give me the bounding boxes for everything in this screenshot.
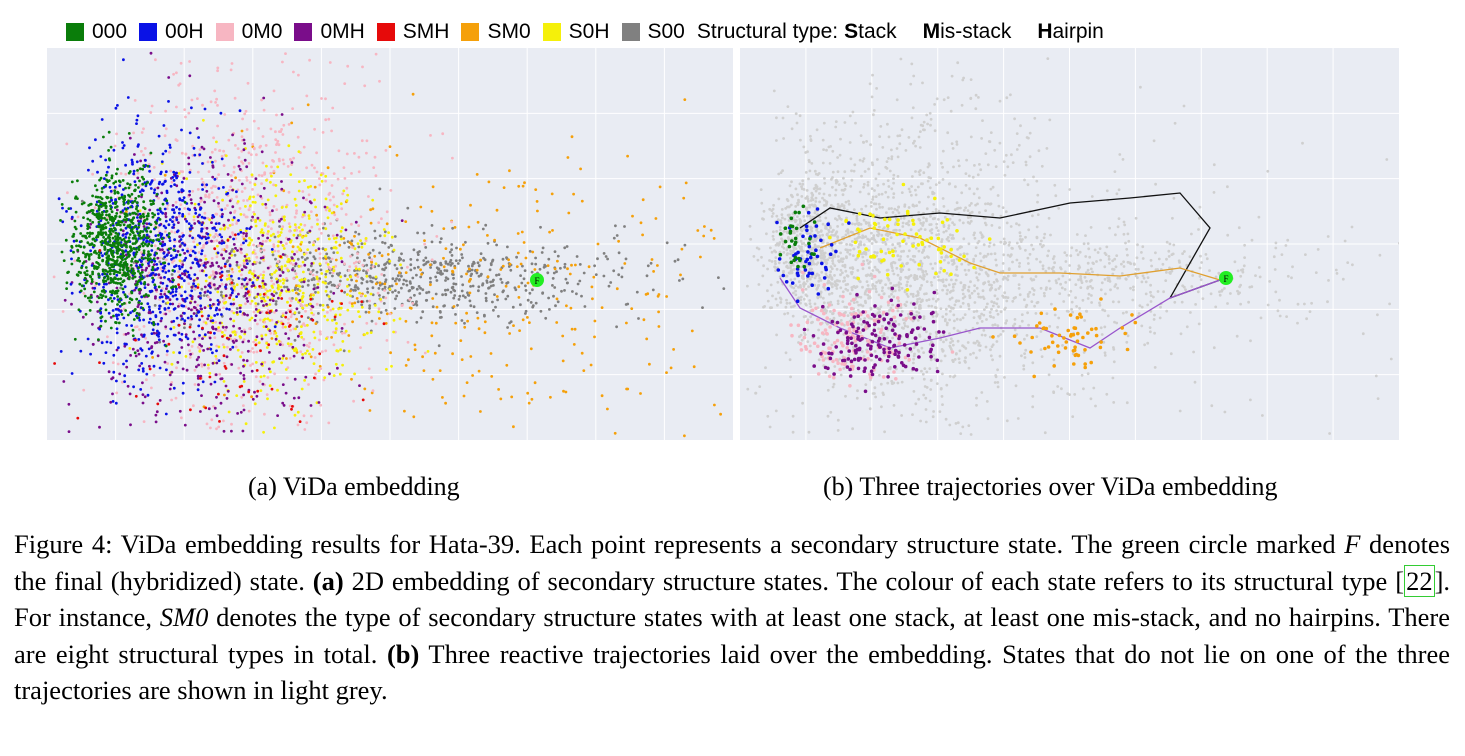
- legend-label: 0M0: [241, 20, 283, 43]
- key-hairpin: Hairpin: [1037, 20, 1104, 43]
- legend-label: 00H: [165, 20, 204, 43]
- legend-swatch: [294, 23, 313, 41]
- legend-label: SM0: [487, 20, 531, 43]
- figure-legend: 000 00H 0M0 0MH SMH SM0 S0H S00 Structur…: [66, 18, 1104, 46]
- final-state-label: F: [1223, 274, 1228, 284]
- legend-swatch: [621, 23, 640, 41]
- caption-sm0: SM0: [159, 602, 209, 632]
- legend-item-smh: SMH: [376, 20, 450, 44]
- key-stack: Stack: [844, 20, 897, 43]
- legend-item-sm0: SM0: [461, 20, 531, 44]
- final-state-marker: [1219, 271, 1233, 285]
- embedding-scatter-a: F: [47, 48, 733, 440]
- legend-label: S00: [647, 20, 685, 43]
- structural-type-key: Stack Mis-stack Hairpin: [844, 20, 1104, 44]
- legend-item-s00: S00: [621, 20, 685, 44]
- final-state-label: F: [534, 276, 539, 286]
- panel-b-trajectories: F: [740, 48, 1399, 440]
- final-state-marker: [530, 273, 544, 287]
- legend-swatch: [542, 23, 561, 41]
- legend-swatch: [66, 23, 84, 41]
- caption-b-label: (b): [386, 638, 420, 669]
- panel-a-embedding: F: [47, 48, 733, 440]
- legend-swatch: [215, 23, 234, 41]
- legend-item-000: 000: [66, 20, 127, 44]
- legend-label: 000: [92, 20, 128, 43]
- caption-f: F: [1344, 529, 1361, 559]
- legend-swatch: [139, 23, 158, 41]
- legend-label: SMH: [402, 20, 450, 43]
- embedding-scatter-b: F: [740, 48, 1399, 440]
- legend-item-00h: 00H: [139, 20, 204, 44]
- subcaption-a: (a) ViDa embedding: [248, 472, 460, 501]
- legend-label: S0H: [568, 20, 610, 43]
- legend-swatch: [376, 23, 395, 41]
- citation-link[interactable]: 22: [1404, 564, 1435, 597]
- subcaption-b: (b) Three trajectories over ViDa embeddi…: [823, 472, 1278, 501]
- figure-caption: Figure 4: ViDa embedding results for Hat…: [14, 529, 1451, 705]
- legend-swatch: [461, 23, 480, 41]
- legend-label: 0MH: [320, 20, 365, 43]
- legend-item-0m0: 0M0: [215, 20, 283, 44]
- structural-type-label: Structural type:: [696, 20, 839, 43]
- caption-a-label: (a): [312, 565, 344, 596]
- legend-item-0mh: 0MH: [294, 20, 365, 44]
- key-misstack: Mis-stack: [922, 20, 1012, 43]
- legend-item-s0h: S0H: [542, 20, 610, 44]
